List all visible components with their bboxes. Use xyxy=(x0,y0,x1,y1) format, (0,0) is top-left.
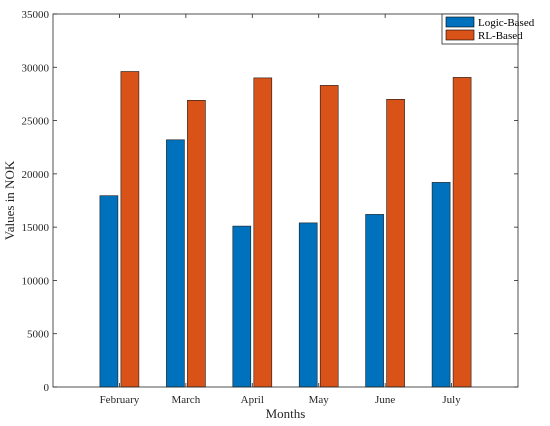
y-tick-label: 25000 xyxy=(22,116,50,128)
bar-logic-based-april xyxy=(232,225,252,388)
legend-label-logic-based: Logic-Based xyxy=(478,17,535,29)
legend-swatch-logic-based xyxy=(445,16,475,28)
x-tick-label: March xyxy=(171,394,200,406)
bar-rl-based-april xyxy=(253,77,273,388)
bar-rl-based-june xyxy=(386,99,405,388)
bar-logic-based-july xyxy=(431,182,451,388)
x-tick-label: April xyxy=(241,394,264,406)
bar-rl-based-may xyxy=(319,85,339,388)
y-tick-label: 30000 xyxy=(22,62,50,74)
bar-rl-based-july xyxy=(452,77,472,388)
bar-logic-based-may xyxy=(298,222,318,388)
bars-layer xyxy=(99,71,472,388)
y-tick-label: 10000 xyxy=(22,275,50,287)
x-tick-label: July xyxy=(442,394,461,406)
legend-label-rl-based: RL-Based xyxy=(478,30,523,42)
bar-logic-based-june xyxy=(365,214,384,388)
legend: Logic-Based RL-Based xyxy=(441,13,535,45)
x-ticks-layer: February March April May June July xyxy=(100,14,461,406)
y-tick-label: 5000 xyxy=(27,329,50,341)
x-tick-label: June xyxy=(375,394,395,406)
bar-logic-based-march xyxy=(166,139,185,388)
x-tick-label: February xyxy=(100,394,140,406)
bar-logic-based-february xyxy=(99,195,119,388)
legend-swatch-rl-based xyxy=(445,29,475,41)
axes-frame xyxy=(52,13,519,388)
y-ticks-layer: 0 5000 10000 15000 20000 25000 30000 35000 xyxy=(22,9,518,394)
y-tick-label: 0 xyxy=(44,382,50,394)
x-tick-label: May xyxy=(309,394,330,406)
y-axis-title: Values in NOK xyxy=(2,160,17,240)
y-tick-label: 20000 xyxy=(22,169,50,181)
y-tick-label: 15000 xyxy=(22,222,50,234)
bar-rl-based-march xyxy=(187,100,206,388)
y-tick-label: 35000 xyxy=(22,9,50,21)
bar-rl-based-february xyxy=(120,71,140,388)
x-axis-title: Months xyxy=(266,406,306,421)
axes-layer xyxy=(52,13,519,388)
